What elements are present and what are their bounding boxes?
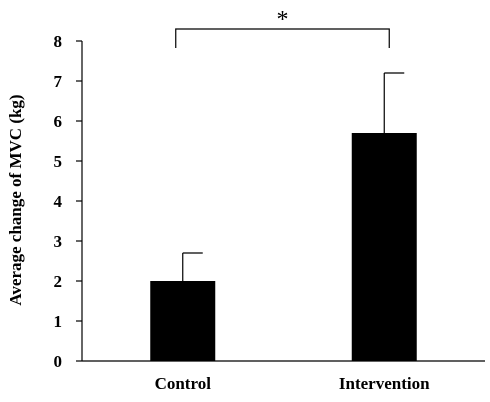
category-label-control: Control	[155, 374, 212, 393]
y-tick-label-5: 5	[54, 152, 63, 171]
significance-bracket-line	[175, 28, 390, 48]
error-bars	[182, 72, 405, 281]
y-tick-label-2: 2	[54, 272, 63, 291]
bar-intervention	[351, 133, 417, 361]
significance-label: *	[277, 7, 289, 33]
y-tick-label-3: 3	[54, 232, 63, 251]
y-tick-label-6: 6	[54, 112, 63, 131]
y-tick-label-4: 4	[54, 192, 63, 211]
bars	[150, 133, 417, 361]
y-axis-label: Average change of MVC (kg)	[6, 94, 25, 305]
y-tick-label-0: 0	[54, 352, 63, 371]
category-label-intervention: Intervention	[339, 374, 430, 393]
y-axis: 0 1 2 3 4 5 6 7 8	[54, 32, 83, 371]
y-tick-label-8: 8	[54, 32, 63, 51]
bar-control	[150, 281, 216, 361]
y-tick-label-7: 7	[54, 72, 63, 91]
y-tick-label-1: 1	[54, 312, 63, 331]
x-axis: Control Intervention	[82, 360, 485, 393]
significance-bracket: *	[175, 7, 390, 48]
